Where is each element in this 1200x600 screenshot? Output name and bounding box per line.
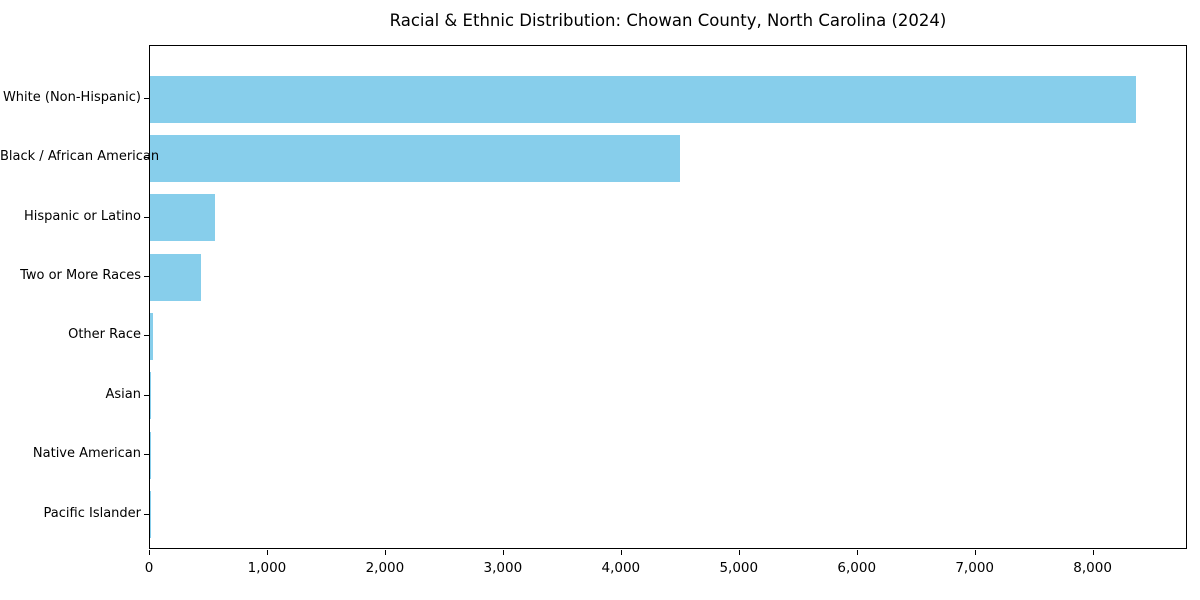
y-tick-label: Asian (105, 386, 141, 402)
x-tick-label: 5,000 (719, 560, 759, 576)
y-tick-mark (144, 454, 149, 456)
x-tick-label: 6,000 (837, 560, 877, 576)
x-tick-mark (974, 550, 976, 555)
x-tick-mark (856, 550, 858, 555)
x-tick-label: 0 (144, 560, 154, 576)
x-tick-label: 3,000 (483, 560, 523, 576)
y-tick-mark (144, 157, 149, 159)
x-tick-mark (384, 550, 386, 555)
x-tick-mark (149, 550, 150, 555)
x-tick-mark (1092, 550, 1094, 555)
y-tick-mark (144, 394, 149, 396)
x-tick-label: 4,000 (601, 560, 641, 576)
bar (150, 372, 152, 420)
x-tick-label: 8,000 (1073, 560, 1112, 576)
y-tick-label: Native American (32, 446, 141, 462)
y-tick-mark (144, 513, 149, 515)
bar (150, 312, 153, 360)
bar (150, 194, 215, 242)
bar (150, 134, 680, 182)
x-tick-label: 7,000 (955, 560, 994, 576)
x-tick-mark (266, 550, 268, 555)
x-tick-mark (502, 550, 504, 555)
y-tick-mark (144, 276, 149, 278)
y-tick-mark (144, 335, 149, 337)
chart-title: Racial & Ethnic Distribution: Chowan Cou… (389, 11, 947, 30)
x-tick-mark (738, 550, 740, 555)
y-tick-mark (144, 98, 149, 99)
bar (150, 75, 1137, 123)
y-tick-label: Two or More Races (20, 268, 141, 284)
bar (150, 253, 201, 301)
y-tick-label: Hispanic or Latino (23, 208, 141, 224)
y-tick-label: Pacific Islander (43, 505, 141, 521)
x-tick-label: 2,000 (365, 560, 405, 576)
y-tick-mark (144, 216, 149, 218)
y-tick-label: Black / African American (0, 149, 160, 165)
plot-area (149, 45, 1187, 549)
x-tick-mark (620, 550, 622, 555)
y-tick-label: Other Race (68, 327, 141, 343)
y-tick-label: White (Non-Hispanic) (2, 90, 141, 105)
x-tick-label: 1,000 (247, 560, 287, 576)
